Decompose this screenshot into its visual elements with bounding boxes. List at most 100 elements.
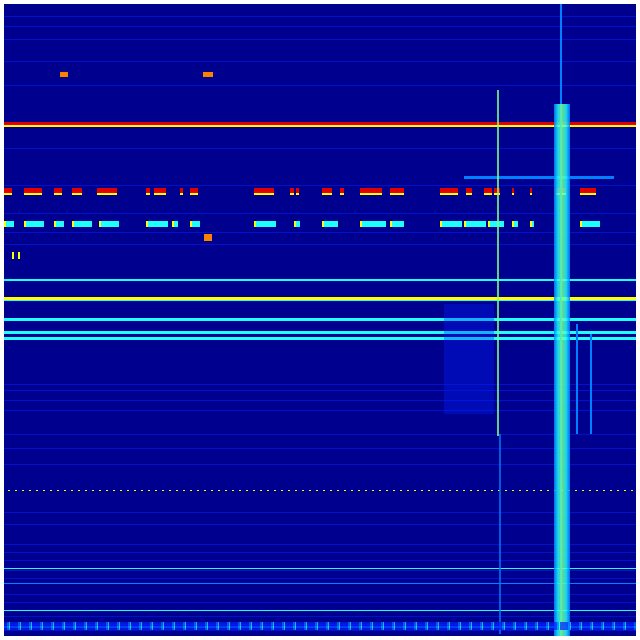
bottom-noise — [4, 622, 636, 630]
dot — [267, 490, 269, 491]
yellow-band — [4, 125, 636, 127]
cyan-segment — [4, 221, 14, 227]
horizontal-band — [4, 331, 636, 334]
cyan-segment — [580, 221, 600, 227]
dot — [484, 490, 486, 491]
horizontal-stripe — [4, 148, 636, 149]
red-band — [4, 122, 636, 125]
cyan-segment — [146, 221, 168, 227]
dot — [421, 490, 423, 491]
dot — [435, 490, 437, 491]
red-segment — [180, 188, 183, 195]
dot — [176, 490, 178, 491]
red-segment — [146, 188, 150, 195]
red-segment — [154, 188, 166, 195]
horizontal-stripe — [4, 616, 636, 617]
shaded-region — [444, 304, 494, 414]
dot — [253, 490, 255, 491]
dot — [309, 490, 311, 491]
horizontal-band — [4, 568, 636, 569]
red-segment — [322, 188, 332, 195]
horizontal-stripe — [4, 570, 636, 571]
dot — [505, 490, 507, 491]
dot — [211, 490, 213, 491]
red-segment — [54, 188, 62, 195]
red-segment — [24, 188, 38, 195]
red-segment — [290, 188, 294, 195]
horizontal-band — [4, 318, 636, 321]
dot — [43, 490, 45, 491]
horizontal-stripe — [4, 578, 636, 579]
dot — [533, 490, 535, 491]
horizontal-stripe — [4, 390, 636, 391]
dot — [134, 490, 136, 491]
cyan-segment — [294, 221, 300, 227]
dot — [295, 490, 297, 491]
dot — [106, 490, 108, 491]
heatmap-field — [4, 4, 636, 636]
cyan-segment — [24, 221, 44, 227]
dot — [358, 490, 360, 491]
dot — [463, 490, 465, 491]
dot — [400, 490, 402, 491]
dot — [120, 490, 122, 491]
dot — [113, 490, 115, 491]
horizontal-stripe — [4, 384, 636, 385]
dot — [624, 490, 626, 491]
red-segment — [530, 188, 532, 195]
dot — [239, 490, 241, 491]
dot — [71, 490, 73, 491]
cyan-segment — [254, 221, 276, 227]
horizontal-stripe — [4, 560, 636, 561]
dot — [274, 490, 276, 491]
vertical-line — [497, 90, 499, 436]
dot — [85, 490, 87, 491]
yellow-mark — [12, 252, 14, 259]
dot — [470, 490, 472, 491]
vertical-line — [499, 434, 501, 634]
dot — [190, 490, 192, 491]
red-segment — [296, 188, 299, 195]
red-segment — [37, 188, 42, 195]
dot — [50, 490, 52, 491]
dot — [428, 490, 430, 491]
horizontal-stripe — [4, 213, 636, 214]
cyan-segment — [530, 221, 534, 227]
dot — [260, 490, 262, 491]
horizontal-stripe — [4, 512, 636, 513]
dot — [603, 490, 605, 491]
horizontal-stripe — [4, 448, 636, 449]
cyan-segment — [390, 221, 404, 227]
cyan-segment — [440, 221, 462, 227]
dot — [512, 490, 514, 491]
dot — [610, 490, 612, 491]
dot — [316, 490, 318, 491]
red-segment — [360, 188, 382, 195]
horizontal-stripe — [4, 26, 636, 27]
orange-mark — [60, 72, 68, 77]
horizontal-band — [4, 337, 636, 340]
dot — [449, 490, 451, 491]
dot — [57, 490, 59, 491]
dot — [127, 490, 129, 491]
horizontal-stripe — [4, 232, 636, 233]
red-segment — [440, 188, 458, 195]
horizontal-stripe — [4, 185, 636, 186]
horizontal-stripe — [4, 16, 636, 17]
red-segment — [72, 188, 82, 195]
cyan-segment — [54, 221, 64, 227]
horizontal-stripe — [4, 434, 636, 435]
horizontal-stripe — [4, 630, 636, 631]
dot — [526, 490, 528, 491]
red-segment — [390, 188, 404, 195]
horizontal-band — [4, 300, 636, 301]
horizontal-stripe — [4, 39, 636, 40]
dot — [407, 490, 409, 491]
dot — [547, 490, 549, 491]
dot — [155, 490, 157, 491]
dot — [29, 490, 31, 491]
dot — [246, 490, 248, 491]
red-segment — [190, 188, 198, 195]
dot — [15, 490, 17, 491]
dot — [617, 490, 619, 491]
